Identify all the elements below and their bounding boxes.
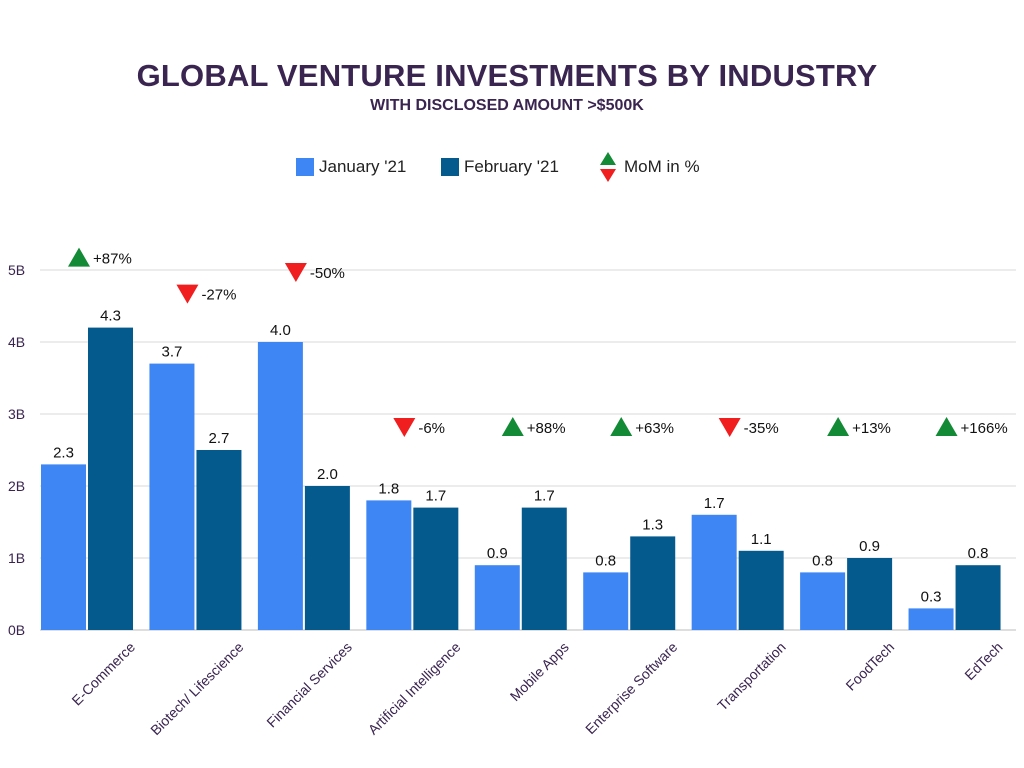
bar-january [800, 572, 846, 630]
arrow-up-icon [610, 417, 633, 436]
mom-label: +13% [852, 420, 891, 437]
bar-february [630, 536, 676, 630]
legend-item-january: January '21 [296, 150, 406, 184]
x-tick-label: FoodTech [842, 639, 897, 694]
legend-item-mom: MoM in % [599, 150, 700, 184]
mom-label: -6% [418, 420, 445, 437]
mom-label: -35% [744, 420, 779, 437]
bar-january [41, 464, 86, 630]
bar-february [738, 550, 784, 630]
arrow-up-icon [827, 417, 850, 436]
arrow-down-icon [393, 418, 416, 437]
data-label-february: 2.7 [209, 430, 230, 447]
legend-item-february: February '21 [441, 150, 559, 184]
x-tick-label: Financial Services [263, 639, 355, 731]
legend-label-february: February '21 [464, 157, 559, 176]
data-label-january: 4.0 [270, 322, 291, 339]
bar-february [413, 507, 459, 630]
bar-january [908, 608, 954, 630]
data-label-february: 1.7 [425, 488, 446, 505]
data-label-january: 3.7 [162, 344, 183, 361]
chart-subtitle: WITH DISCLOSED AMOUNT >$500K [370, 97, 644, 114]
data-label-february: 0.9 [859, 538, 880, 555]
data-label-january: 0.8 [812, 552, 833, 569]
data-label-january: 0.3 [921, 588, 942, 605]
bar-february [521, 507, 567, 630]
data-label-january: 0.8 [595, 552, 616, 569]
y-tick-label: 5B [8, 262, 25, 278]
data-label-february: 0.8 [968, 545, 989, 562]
x-tick-label: Biotech/ Lifescience [147, 639, 247, 739]
bar-january [149, 363, 195, 630]
bar-january [257, 342, 303, 630]
data-label-february: 1.3 [642, 516, 663, 533]
arrow-down-icon [284, 263, 307, 282]
bar-february [196, 450, 242, 630]
mom-label: +87% [93, 251, 132, 268]
x-tick-label: Mobile Apps [507, 639, 572, 704]
legend: January '21 February '21 MoM in % [0, 150, 1024, 184]
mom-label: +166% [961, 420, 1008, 437]
arrow-up-icon [501, 417, 524, 436]
mom-label: +63% [635, 420, 674, 437]
data-label-february: 2.0 [317, 466, 338, 483]
data-label-january: 1.7 [704, 495, 725, 512]
legend-swatch-january [296, 158, 314, 176]
data-label-january: 1.8 [378, 480, 399, 497]
bar-january [366, 500, 412, 630]
bar-january [691, 514, 737, 630]
mom-label: -27% [201, 287, 236, 304]
y-tick-label: 4B [8, 334, 25, 350]
arrow-up-icon [68, 247, 90, 267]
arrow-down-icon [718, 418, 741, 437]
data-label-january: 2.3 [53, 444, 74, 461]
legend-swatch-february [441, 158, 459, 176]
y-tick-label: 0B [8, 622, 25, 638]
x-tick-label: EdTech [961, 639, 1005, 683]
mom-label: +88% [527, 420, 566, 437]
x-tick-label: Enterprise Software [582, 639, 680, 737]
bar-february [304, 486, 350, 630]
data-label-february: 1.1 [751, 531, 772, 548]
mom-label: -50% [310, 265, 345, 282]
data-label-february: 4.3 [100, 308, 121, 325]
legend-label-mom: MoM in % [624, 157, 700, 176]
y-tick-label: 2B [8, 478, 25, 494]
x-tick-label: Transportation [714, 639, 789, 714]
y-tick-label: 1B [8, 550, 25, 566]
x-tick-label: Artificial Intelligence [365, 639, 464, 738]
chart-title: GLOBAL VENTURE INVESTMENTS BY INDUSTRY [136, 58, 878, 93]
bar-february [88, 327, 133, 630]
bar-february [847, 558, 893, 630]
legend-label-january: January '21 [319, 157, 407, 176]
data-label-february: 1.7 [534, 488, 555, 505]
x-tick-label: E-Commerce [68, 639, 138, 709]
bar-january [474, 565, 520, 630]
y-tick-label: 3B [8, 406, 25, 422]
bar-february [955, 565, 1001, 630]
arrow-down-icon [176, 284, 199, 304]
arrow-up-icon [935, 417, 958, 436]
up-down-arrows-icon [600, 152, 616, 182]
bar-january [583, 572, 629, 630]
data-label-january: 0.9 [487, 545, 508, 562]
